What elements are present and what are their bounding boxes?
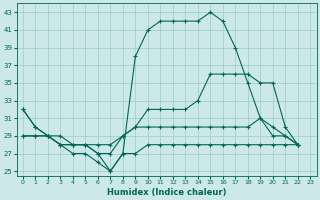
X-axis label: Humidex (Indice chaleur): Humidex (Indice chaleur) xyxy=(107,188,226,197)
